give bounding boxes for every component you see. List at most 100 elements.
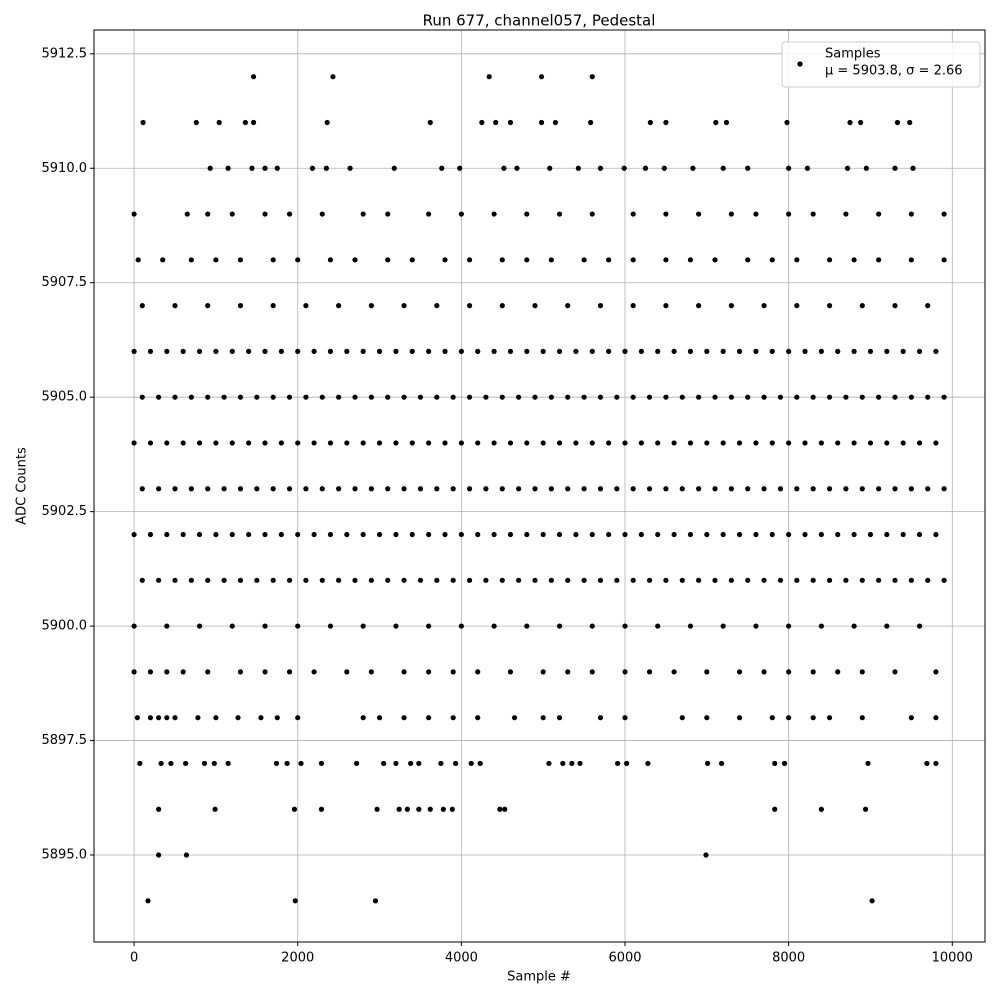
data-point (491, 348, 497, 354)
y-tick-label: 5897.5 (42, 733, 88, 748)
data-point (131, 211, 137, 217)
data-point (645, 760, 651, 767)
data-point (237, 486, 244, 492)
data-point (802, 440, 808, 446)
data-point (589, 669, 595, 675)
data-point (624, 760, 630, 767)
data-point (786, 211, 792, 217)
data-point (884, 623, 890, 629)
data-point (442, 531, 448, 538)
data-point (354, 760, 360, 767)
data-point (404, 806, 410, 812)
data-point (450, 715, 456, 721)
data-point (884, 348, 890, 354)
data-point (438, 760, 444, 767)
data-point (538, 119, 545, 126)
data-point (851, 440, 857, 446)
data-point (704, 531, 710, 538)
data-point (622, 348, 628, 354)
data-point (769, 715, 775, 721)
data-point (172, 715, 178, 721)
data-point (720, 623, 726, 629)
data-point (614, 486, 620, 492)
data-point (131, 440, 137, 446)
data-point (450, 486, 456, 492)
data-point (439, 165, 445, 171)
data-point (532, 394, 538, 400)
data-point (646, 577, 653, 583)
data-point (229, 531, 235, 538)
y-axis-label: ADC Counts (15, 447, 30, 525)
data-point (324, 119, 330, 126)
data-point (139, 394, 145, 400)
x-tick-label: 2000 (281, 951, 314, 966)
data-point (303, 303, 309, 309)
data-point (859, 394, 865, 400)
data-point (859, 303, 865, 309)
data-point (466, 577, 473, 583)
data-point (556, 623, 563, 629)
data-point (761, 669, 767, 675)
data-point (894, 119, 901, 126)
data-point (458, 348, 464, 354)
data-point (736, 440, 743, 446)
data-point (131, 623, 137, 629)
data-point (810, 715, 816, 721)
data-point (145, 898, 151, 904)
data-point (736, 348, 743, 354)
data-point (450, 577, 456, 583)
data-point (786, 440, 792, 446)
data-point (736, 669, 743, 675)
data-point (262, 440, 268, 446)
data-point (131, 531, 137, 538)
data-point (483, 577, 489, 583)
data-point (569, 760, 575, 767)
data-point (295, 348, 301, 354)
data-point (318, 760, 325, 767)
data-point (237, 669, 244, 675)
data-point (713, 119, 719, 126)
data-point (164, 623, 170, 629)
data-point (941, 211, 947, 217)
data-point (867, 348, 874, 354)
data-point (393, 623, 399, 629)
data-point (941, 486, 947, 492)
data-point (556, 211, 563, 217)
data-point (212, 806, 218, 812)
data-point (925, 577, 931, 583)
data-point (581, 394, 587, 400)
data-point (577, 760, 583, 767)
data-point (286, 669, 293, 675)
data-point (327, 531, 334, 538)
data-point (466, 486, 473, 492)
data-point (858, 119, 864, 126)
data-point (270, 303, 276, 309)
data-point (221, 394, 227, 400)
data-point (193, 119, 199, 126)
data-point (237, 303, 244, 309)
data-point (524, 257, 530, 263)
data-point (687, 257, 694, 263)
data-point (552, 119, 559, 126)
data-point (810, 577, 816, 583)
data-point (908, 715, 914, 721)
data-point (258, 715, 264, 721)
data-point (876, 486, 882, 492)
data-point (581, 257, 587, 263)
data-point (663, 303, 669, 309)
data-point (630, 577, 636, 583)
data-point (499, 577, 505, 583)
data-point (139, 486, 145, 492)
data-point (475, 440, 481, 446)
data-point (589, 623, 595, 629)
data-point (242, 119, 248, 126)
data-point (205, 394, 211, 400)
data-point (499, 394, 505, 400)
data-point (910, 165, 916, 171)
data-point (360, 623, 366, 629)
data-point (606, 348, 612, 354)
data-point (826, 394, 833, 400)
data-point (876, 211, 882, 217)
data-point (284, 760, 290, 767)
data-point (753, 531, 759, 538)
